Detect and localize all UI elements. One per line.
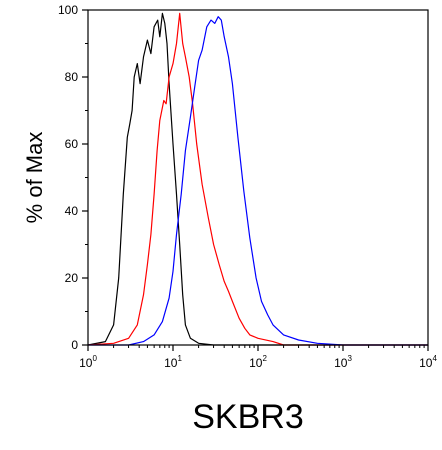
x-tick-label: 102 (249, 354, 267, 370)
plot-lines (88, 13, 428, 345)
y-axis-title: % of Max (22, 132, 47, 224)
y-tick-label: 20 (65, 271, 79, 285)
x-tick-label: 103 (334, 354, 352, 370)
x-axis: 100 101 102 103 104 (79, 345, 437, 370)
chart-caption: SKBR3 (192, 398, 304, 436)
y-tick-label: 0 (71, 338, 78, 352)
y-tick-label: 40 (65, 204, 79, 218)
plot-frame (88, 10, 428, 345)
y-tick-label: 60 (65, 137, 79, 151)
x-tick-label: 101 (164, 354, 182, 370)
x-tick-label: 104 (419, 354, 437, 370)
x-tick-label: 100 (79, 354, 97, 370)
series-line-2 (88, 13, 428, 345)
y-axis: 0 20 40 60 80 100 (58, 3, 88, 352)
series-line-3 (88, 17, 428, 345)
y-tick-label: 100 (58, 3, 78, 17)
y-tick-label: 80 (65, 70, 79, 84)
series-line-1 (88, 13, 428, 345)
